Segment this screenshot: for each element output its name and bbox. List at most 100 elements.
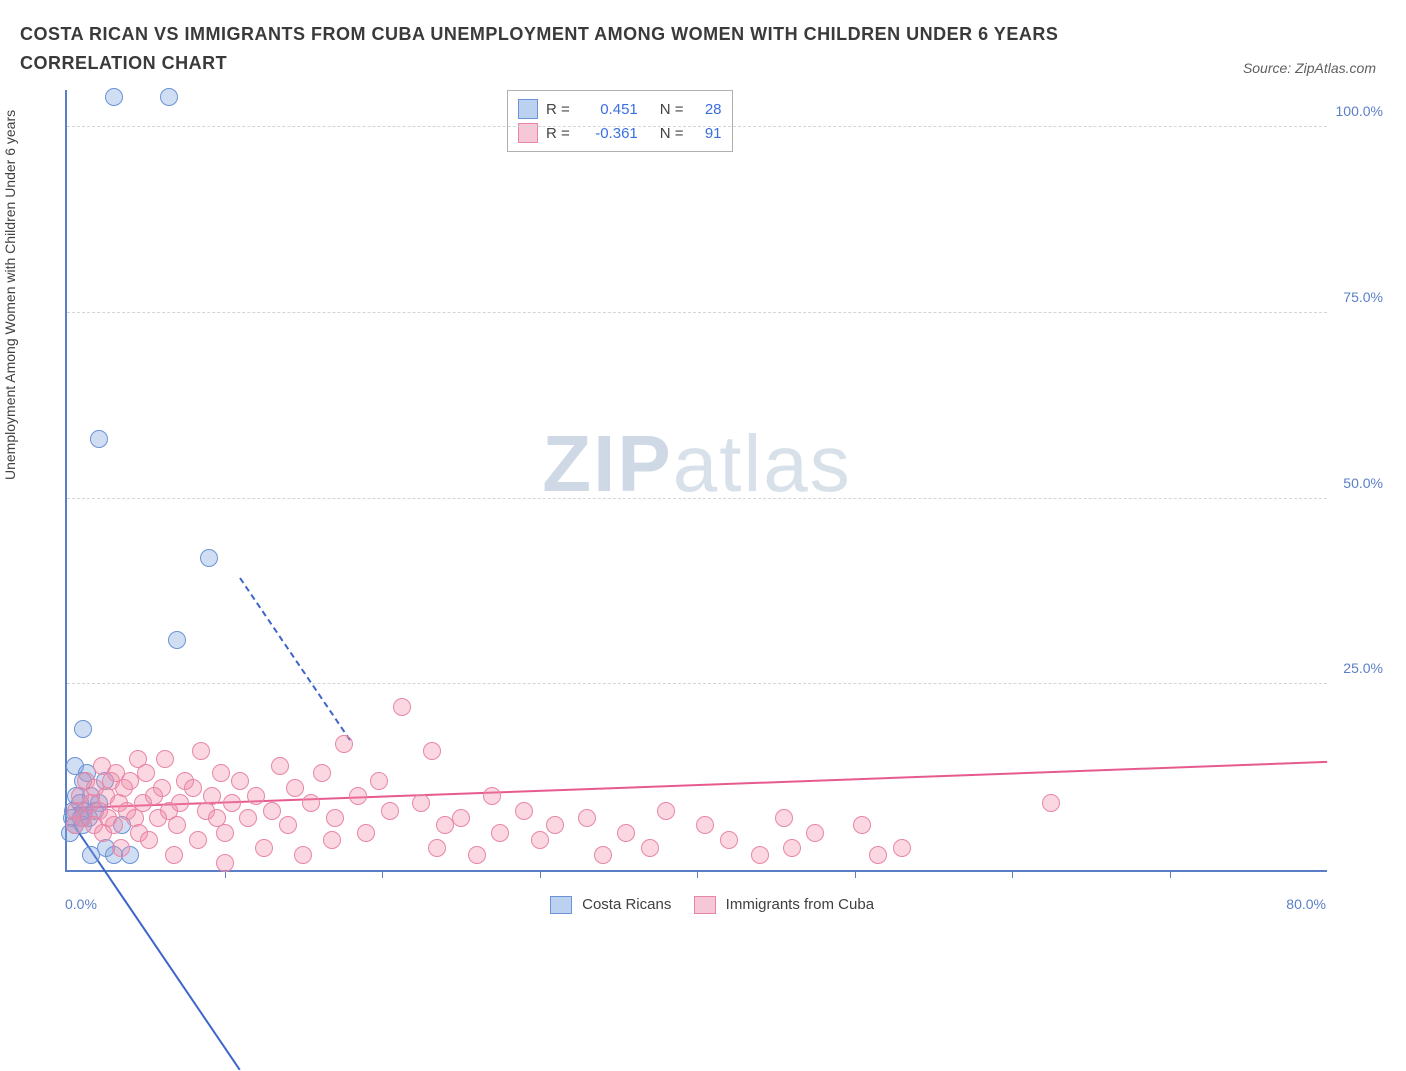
data-point-immigrants_cuba [869,846,887,864]
swatch-series-0 [518,99,538,119]
data-point-immigrants_cuba [231,772,249,790]
stat-n-label: N = [660,101,684,118]
data-point-immigrants_cuba [149,809,167,827]
y-tick-label: 50.0% [1343,475,1383,491]
data-point-costa_ricans [168,631,186,649]
legend-swatch-0 [550,896,572,914]
data-point-immigrants_cuba [112,839,130,857]
y-tick-label: 100.0% [1336,103,1383,119]
data-point-immigrants_cuba [578,809,596,827]
data-point-immigrants_cuba [412,794,430,812]
legend-swatch-1 [694,896,716,914]
legend-label-0: Costa Ricans [582,896,671,913]
data-point-immigrants_cuba [247,787,265,805]
watermark-bold: ZIP [542,419,672,508]
data-point-costa_ricans [105,88,123,106]
gridline [67,126,1327,127]
x-tick [1170,870,1171,878]
gridline [67,312,1327,313]
data-point-immigrants_cuba [271,757,289,775]
watermark: ZIPatlas [542,418,851,510]
data-point-immigrants_cuba [428,839,446,857]
data-point-immigrants_cuba [302,794,320,812]
chart-container: Unemployment Among Women with Children U… [20,90,1386,910]
source-attribution: Source: ZipAtlas.com [1243,60,1376,76]
data-point-immigrants_cuba [165,846,183,864]
x-tick [1012,870,1013,878]
data-point-immigrants_cuba [216,824,234,842]
data-point-immigrants_cuba [452,809,470,827]
data-point-immigrants_cuba [137,764,155,782]
gridline [67,498,1327,499]
data-point-immigrants_cuba [313,764,331,782]
legend-label-1: Immigrants from Cuba [726,896,874,913]
data-point-costa_ricans [200,549,218,567]
y-tick-label: 25.0% [1343,660,1383,676]
data-point-immigrants_cuba [468,846,486,864]
data-point-immigrants_cuba [357,824,375,842]
data-point-immigrants_cuba [893,839,911,857]
data-point-immigrants_cuba [546,816,564,834]
x-tick [855,870,856,878]
stats-row-series-0: R = 0.451 N = 28 [518,97,722,121]
data-point-costa_ricans [74,720,92,738]
stat-r-value-0: 0.451 [578,101,638,118]
data-point-immigrants_cuba [140,831,158,849]
y-tick-label: 75.0% [1343,289,1383,305]
stats-row-series-1: R = -0.361 N = 91 [518,121,722,145]
data-point-immigrants_cuba [184,779,202,797]
data-point-immigrants_cuba [853,816,871,834]
bottom-legend: Costa Ricans Immigrants from Cuba [20,896,1386,914]
data-point-costa_ricans [90,430,108,448]
data-point-costa_ricans [82,846,100,864]
data-point-immigrants_cuba [641,839,659,857]
data-point-immigrants_cuba [349,787,367,805]
data-point-immigrants_cuba [216,854,234,872]
data-point-immigrants_cuba [423,742,441,760]
data-point-immigrants_cuba [156,750,174,768]
data-point-immigrants_cuba [436,816,454,834]
data-point-immigrants_cuba [531,831,549,849]
data-point-immigrants_cuba [335,735,353,753]
plot-area: ZIPatlas R = 0.451 N = 28 R = -0.361 N =… [65,90,1327,872]
data-point-immigrants_cuba [286,779,304,797]
data-point-immigrants_cuba [326,809,344,827]
data-point-immigrants_cuba [393,698,411,716]
data-point-immigrants_cuba [294,846,312,864]
data-point-immigrants_cuba [491,824,509,842]
data-point-immigrants_cuba [323,831,341,849]
stat-n-value-0: 28 [692,101,722,118]
data-point-immigrants_cuba [783,839,801,857]
data-point-immigrants_cuba [212,764,230,782]
data-point-costa_ricans [160,88,178,106]
data-point-immigrants_cuba [617,824,635,842]
chart-title: COSTA RICAN VS IMMIGRANTS FROM CUBA UNEM… [20,20,1120,78]
trend-line [239,578,351,742]
stat-r-label: R = [546,101,570,118]
data-point-immigrants_cuba [515,802,533,820]
data-point-immigrants_cuba [223,794,241,812]
data-point-immigrants_cuba [483,787,501,805]
stats-box: R = 0.451 N = 28 R = -0.361 N = 91 [507,90,733,152]
x-tick [697,870,698,878]
data-point-immigrants_cuba [594,846,612,864]
data-point-immigrants_cuba [775,809,793,827]
data-point-immigrants_cuba [279,816,297,834]
data-point-immigrants_cuba [94,824,112,842]
data-point-immigrants_cuba [806,824,824,842]
data-point-immigrants_cuba [370,772,388,790]
y-axis-label: Unemployment Among Women with Children U… [2,110,18,480]
data-point-immigrants_cuba [263,802,281,820]
data-point-immigrants_cuba [751,846,769,864]
data-point-immigrants_cuba [720,831,738,849]
data-point-immigrants_cuba [381,802,399,820]
x-tick [540,870,541,878]
data-point-immigrants_cuba [189,831,207,849]
data-point-immigrants_cuba [696,816,714,834]
data-point-immigrants_cuba [255,839,273,857]
data-point-immigrants_cuba [239,809,257,827]
data-point-immigrants_cuba [66,816,84,834]
x-tick [382,870,383,878]
watermark-light: atlas [673,419,852,508]
data-point-immigrants_cuba [192,742,210,760]
